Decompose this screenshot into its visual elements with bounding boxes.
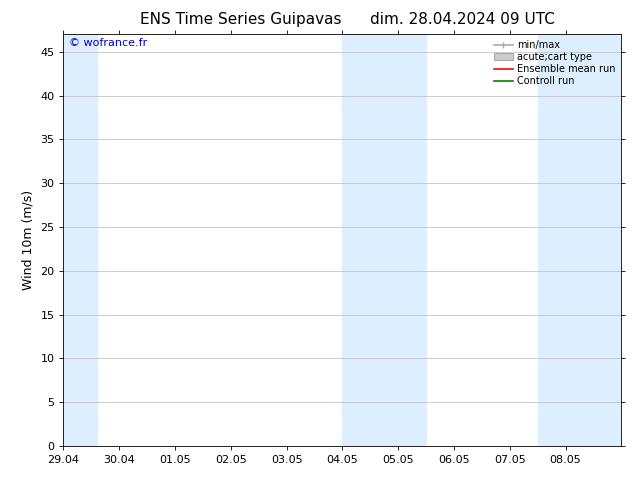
Bar [538,34,621,446]
Bar [342,34,426,446]
Text: © wofrance.fr: © wofrance.fr [69,38,147,49]
Y-axis label: Wind 10m (m/s): Wind 10m (m/s) [22,190,35,290]
Text: dim. 28.04.2024 09 UTC: dim. 28.04.2024 09 UTC [370,12,555,27]
Legend: min/max, acute;cart type, Ensemble mean run, Controll run: min/max, acute;cart type, Ensemble mean … [489,36,619,90]
Bar [63,34,97,446]
Text: ENS Time Series Guipavas: ENS Time Series Guipavas [140,12,342,27]
